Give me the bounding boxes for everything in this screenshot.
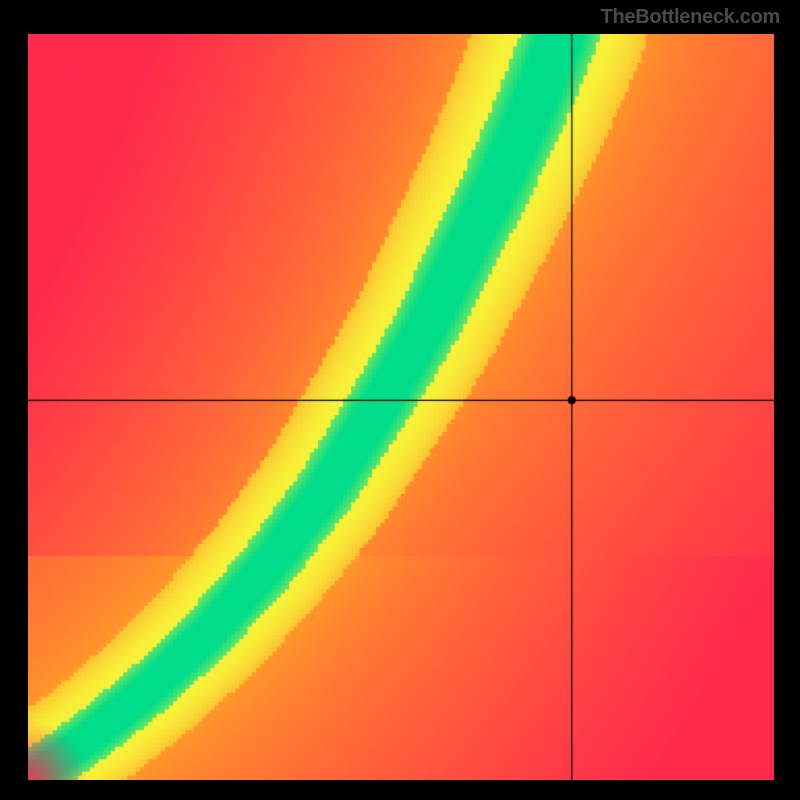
watermark-text: TheBottleneck.com xyxy=(601,6,780,29)
bottleneck-heatmap xyxy=(28,34,774,780)
